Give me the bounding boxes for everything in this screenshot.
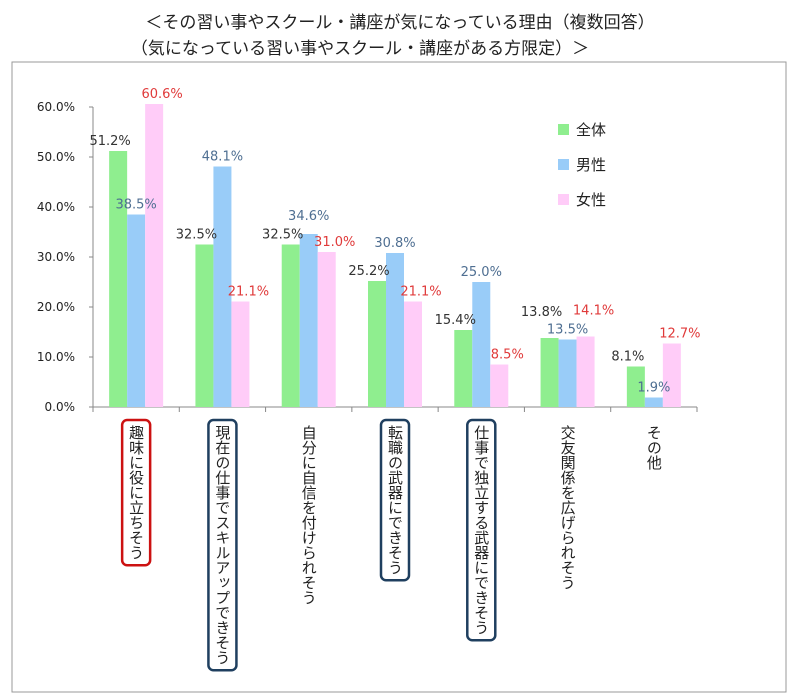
category-label: 交友関係を広げられそう [559, 424, 577, 590]
y-tick-label: 20.0% [37, 300, 75, 314]
highlight-box [120, 418, 152, 567]
data-label: 30.8% [374, 236, 415, 251]
bar-全体 [281, 244, 300, 407]
data-label: 25.0% [461, 265, 502, 280]
y-tick-label: 0.0% [45, 400, 76, 414]
highlight-box [379, 418, 411, 582]
bar-全体 [368, 281, 386, 407]
bar-全体 [195, 244, 214, 407]
bar-女性 [145, 104, 164, 407]
chart-subtitle: （気になっている習い事やスクール・講座がある方限定）＞ [130, 39, 590, 59]
y-tick-label: 40.0% [37, 200, 75, 214]
data-label: 13.5% [547, 323, 588, 338]
data-label: 12.7% [659, 327, 700, 342]
bar-女性 [662, 343, 681, 407]
category-label: 現在の仕事でスキルアップできそう [213, 425, 231, 665]
y-tick-label: 50.0% [37, 150, 75, 164]
bar-女性 [231, 301, 250, 407]
data-label: 51.2% [89, 134, 130, 149]
data-label: 32.5% [262, 228, 303, 243]
data-label: 32.5% [176, 228, 217, 243]
category-label: 趣味に役に立ちそう [127, 425, 145, 560]
chart-frame [11, 61, 787, 693]
bar-女性 [404, 301, 422, 407]
bar-男性 [644, 397, 663, 407]
category-label: 自分に自信を付けられそう [300, 425, 318, 605]
y-tick-label: 10.0% [37, 350, 75, 364]
bar-全体 [454, 330, 473, 407]
legend-swatch [558, 124, 569, 135]
bar-女性 [490, 364, 509, 407]
y-tick-label: 30.0% [37, 250, 75, 264]
bar-男性 [472, 282, 491, 407]
y-tick-label: 60.0% [37, 100, 75, 114]
bar-男性 [386, 253, 404, 407]
data-label: 14.1% [573, 304, 614, 319]
bar-女性 [317, 252, 336, 407]
data-label: 60.6% [141, 87, 182, 102]
bar-女性 [576, 336, 595, 407]
data-label: 34.6% [288, 209, 329, 224]
data-label: 31.0% [314, 235, 355, 250]
data-label: 21.1% [400, 285, 441, 300]
bar-全体 [626, 366, 645, 407]
bar-全体 [109, 151, 128, 407]
legend-swatch [558, 159, 569, 170]
data-label: 38.5% [115, 198, 156, 213]
legend-label: 男性 [576, 156, 606, 174]
bar-男性 [299, 234, 318, 407]
highlight-box [207, 418, 238, 672]
bar-男性 [558, 339, 577, 407]
category-label: その他 [645, 425, 663, 471]
category-label: 転職の武器にできそう [386, 425, 404, 575]
data-label: 21.1% [228, 285, 269, 300]
data-label: 15.4% [435, 313, 476, 328]
data-label: 8.5% [491, 348, 524, 363]
data-label: 1.9% [637, 381, 670, 396]
bar-男性 [213, 166, 232, 407]
chart-title: ＜その習い事やスクール・講座が気になっている理由（複数回答） [145, 13, 655, 33]
data-label: 8.1% [611, 350, 644, 365]
bar-男性 [127, 214, 146, 407]
data-label: 25.2% [348, 264, 389, 279]
data-label: 13.8% [521, 305, 562, 320]
data-label: 48.1% [202, 150, 243, 165]
bar-全体 [540, 338, 559, 407]
legend-label: 全体 [576, 121, 606, 139]
legend-label: 女性 [576, 191, 606, 209]
highlight-box [466, 418, 497, 642]
category-label: 仕事で独立する武器にできそう [472, 425, 490, 635]
legend-swatch [558, 194, 569, 205]
